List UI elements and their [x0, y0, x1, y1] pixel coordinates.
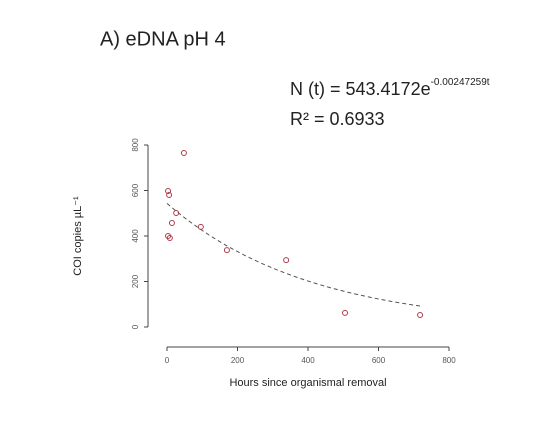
point	[165, 187, 172, 194]
equation-base: N (t) = 543.4172e	[290, 79, 431, 99]
point	[166, 192, 173, 199]
point	[180, 149, 187, 156]
point	[197, 223, 204, 230]
x-tick-label: 200	[231, 356, 245, 365]
y-tick-label: 600	[131, 183, 140, 197]
point	[173, 210, 180, 217]
r-squared: R² = 0.6933	[290, 109, 385, 129]
point	[166, 235, 173, 242]
point	[283, 257, 290, 264]
y-tick-label: 800	[131, 138, 140, 152]
point	[223, 247, 230, 254]
y-tick-label: 400	[131, 229, 140, 243]
fit-curve	[166, 202, 421, 307]
point	[342, 309, 349, 316]
y-tick-label: 0	[131, 324, 140, 329]
x-tick-label: 600	[372, 356, 386, 365]
point	[417, 311, 424, 318]
chart-title: A) eDNA pH 4	[100, 28, 226, 50]
y-tick-label: 200	[131, 274, 140, 288]
point	[168, 220, 175, 227]
y-axis-label: COI copies µL⁻¹	[72, 196, 84, 276]
x-tick-label: 0	[165, 356, 170, 365]
x-tick-label: 400	[301, 356, 315, 365]
equation-exponent: -0.00247259t	[431, 77, 490, 88]
x-tick-label: 800	[442, 356, 456, 365]
equation: N (t) = 543.4172e-0.00247259t	[290, 77, 490, 99]
x-axis-label: Hours since organismal removal	[229, 377, 386, 389]
